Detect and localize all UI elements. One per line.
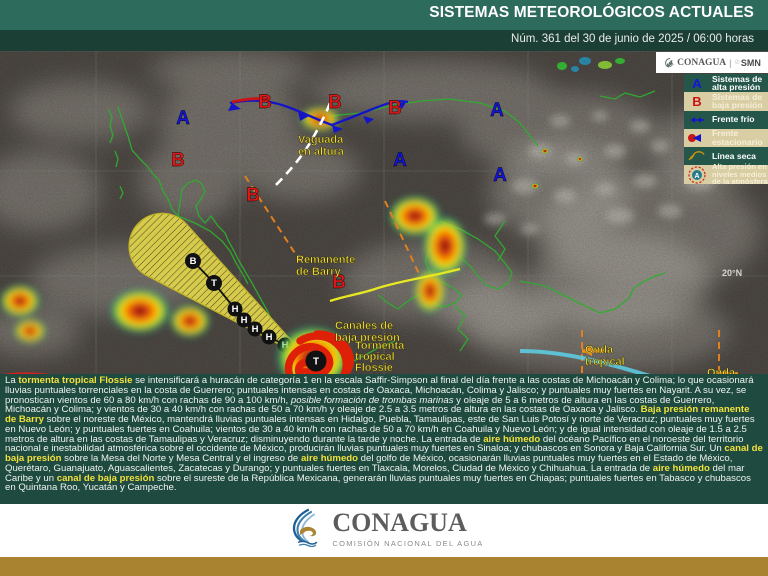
svg-text:Canales de: Canales de <box>335 320 393 332</box>
svg-text:T: T <box>313 357 319 368</box>
svg-text:H: H <box>266 332 273 343</box>
svg-text:H: H <box>241 315 248 326</box>
svg-text:H: H <box>232 304 239 315</box>
svg-text:A: A <box>176 108 190 129</box>
svg-text:de Barry: de Barry <box>296 266 342 278</box>
svg-text:tropical: tropical <box>585 356 625 368</box>
svg-text:Vaguada: Vaguada <box>298 134 344 146</box>
svg-text:H: H <box>252 324 259 335</box>
svg-text:B: B <box>246 185 260 206</box>
svg-text:B: B <box>190 256 197 267</box>
svg-text:A: A <box>393 150 407 171</box>
svg-text:B: B <box>328 92 342 113</box>
svg-text:B: B <box>171 150 185 171</box>
svg-text:A: A <box>493 165 507 186</box>
svg-text:T: T <box>211 278 217 289</box>
svg-text:Onda: Onda <box>585 344 614 356</box>
svg-text:B: B <box>258 92 272 113</box>
svg-text:Remanente: Remanente <box>296 254 355 266</box>
svg-text:A: A <box>490 100 504 121</box>
svg-text:A: A <box>694 173 699 180</box>
svg-text:B: B <box>388 98 402 119</box>
svg-text:en altura: en altura <box>298 146 345 158</box>
svg-text:20°N: 20°N <box>722 268 742 278</box>
svg-text:Flossie: Flossie <box>355 362 393 374</box>
svg-text:Onda: Onda <box>707 367 736 374</box>
